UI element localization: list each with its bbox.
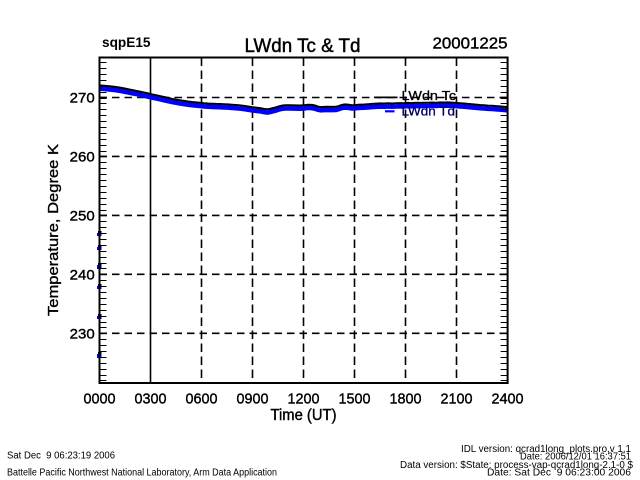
svg-text:LWdn Tc & Td: LWdn Tc & Td bbox=[245, 36, 361, 57]
svg-text:Date: Sat Dec 9 06:23:00 2006: Date: Sat Dec 9 06:23:00 2006 bbox=[487, 468, 631, 479]
svg-text:260: 260 bbox=[70, 149, 95, 165]
svg-text:2400: 2400 bbox=[492, 390, 524, 407]
svg-text:Temperature, Degree K: Temperature, Degree K bbox=[46, 144, 62, 316]
svg-text:270: 270 bbox=[70, 90, 95, 106]
svg-text:0900: 0900 bbox=[237, 390, 269, 407]
svg-text:230: 230 bbox=[70, 326, 95, 342]
svg-text:Time (UT): Time (UT) bbox=[271, 407, 337, 424]
svg-text:0000: 0000 bbox=[84, 390, 116, 407]
svg-text:LWdn Tc: LWdn Tc bbox=[402, 89, 457, 103]
svg-text:Date: 2006/12/01 16:37:51: Date: 2006/12/01 16:37:51 bbox=[520, 452, 631, 463]
svg-text:LWdn Td: LWdn Td bbox=[402, 105, 456, 119]
svg-text:1800: 1800 bbox=[390, 390, 422, 407]
svg-text:2100: 2100 bbox=[441, 390, 473, 407]
svg-text:0300: 0300 bbox=[135, 390, 167, 407]
svg-text:240: 240 bbox=[70, 267, 95, 283]
svg-text:250: 250 bbox=[70, 208, 95, 224]
svg-text:Battelle Pacific Northwest Nat: Battelle Pacific Northwest National Labo… bbox=[7, 468, 277, 479]
svg-text:sqpE15: sqpE15 bbox=[102, 35, 151, 50]
svg-text:Data version: $State: process-: Data version: $State: process-vap-qcrad1… bbox=[400, 460, 633, 471]
svg-text:0600: 0600 bbox=[186, 390, 218, 407]
svg-text:Sat Dec 9 06:23:19 2006: Sat Dec 9 06:23:19 2006 bbox=[7, 451, 115, 462]
svg-text:1200: 1200 bbox=[288, 390, 320, 407]
svg-text:20001225: 20001225 bbox=[433, 36, 508, 53]
svg-text:IDL version: qcrad1long_plots.: IDL version: qcrad1long_plots.pro,v 1.1 bbox=[461, 444, 631, 455]
svg-text:1500: 1500 bbox=[339, 390, 371, 407]
